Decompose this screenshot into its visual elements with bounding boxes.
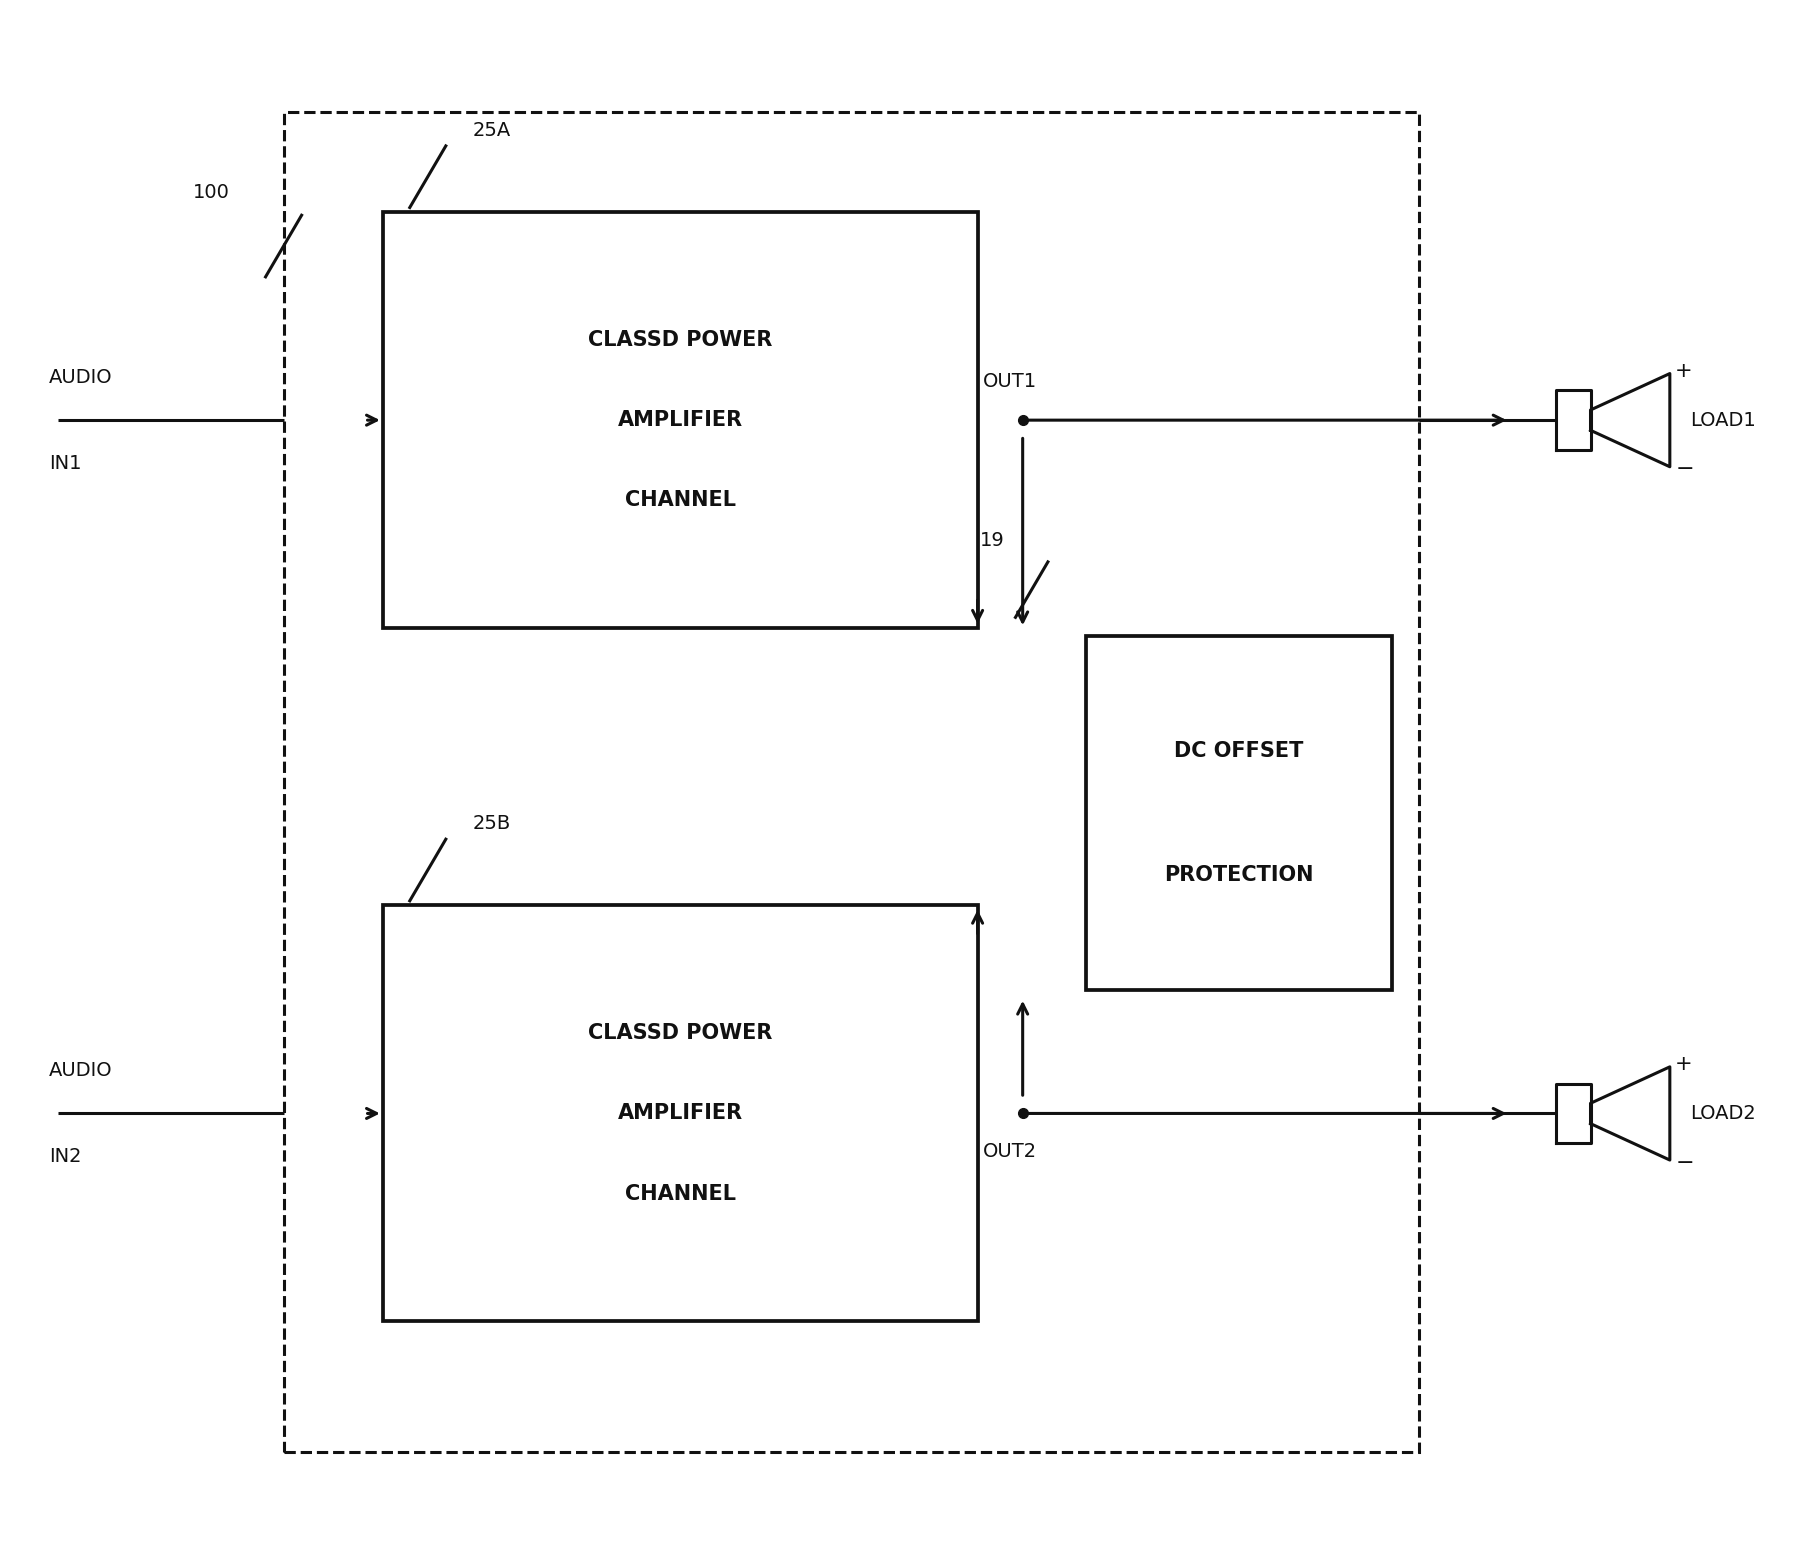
Text: CLASSD POWER: CLASSD POWER [589, 330, 771, 350]
Text: 100: 100 [194, 183, 230, 201]
Polygon shape [1590, 1067, 1670, 1160]
Text: CLASSD POWER: CLASSD POWER [589, 1024, 771, 1044]
FancyBboxPatch shape [382, 906, 978, 1321]
Text: OUT1: OUT1 [983, 372, 1038, 392]
Text: AMPLIFIER: AMPLIFIER [618, 1103, 743, 1123]
Text: 19: 19 [980, 531, 1005, 550]
FancyBboxPatch shape [1087, 635, 1393, 990]
Text: AUDIO: AUDIO [49, 367, 112, 387]
Text: CHANNEL: CHANNEL [625, 1183, 735, 1204]
Text: 25B: 25B [473, 815, 511, 833]
Polygon shape [1556, 1084, 1590, 1143]
Text: −: − [1675, 1152, 1693, 1173]
Text: AMPLIFIER: AMPLIFIER [618, 410, 743, 431]
Text: DC OFFSET: DC OFFSET [1174, 742, 1304, 762]
Text: IN1: IN1 [49, 454, 81, 472]
Text: −: − [1675, 460, 1693, 480]
FancyBboxPatch shape [382, 212, 978, 629]
Text: 25A: 25A [473, 121, 511, 139]
Text: OUT2: OUT2 [983, 1143, 1038, 1162]
Text: LOAD1: LOAD1 [1690, 410, 1755, 429]
Text: CHANNEL: CHANNEL [625, 491, 735, 510]
Text: PROTECTION: PROTECTION [1164, 864, 1313, 884]
Text: +: + [1675, 1055, 1693, 1073]
Text: +: + [1675, 361, 1693, 381]
Polygon shape [1590, 373, 1670, 466]
Text: AUDIO: AUDIO [49, 1061, 112, 1080]
Text: IN2: IN2 [49, 1148, 81, 1166]
FancyBboxPatch shape [284, 112, 1420, 1453]
Polygon shape [1556, 390, 1590, 449]
Text: LOAD2: LOAD2 [1690, 1104, 1755, 1123]
